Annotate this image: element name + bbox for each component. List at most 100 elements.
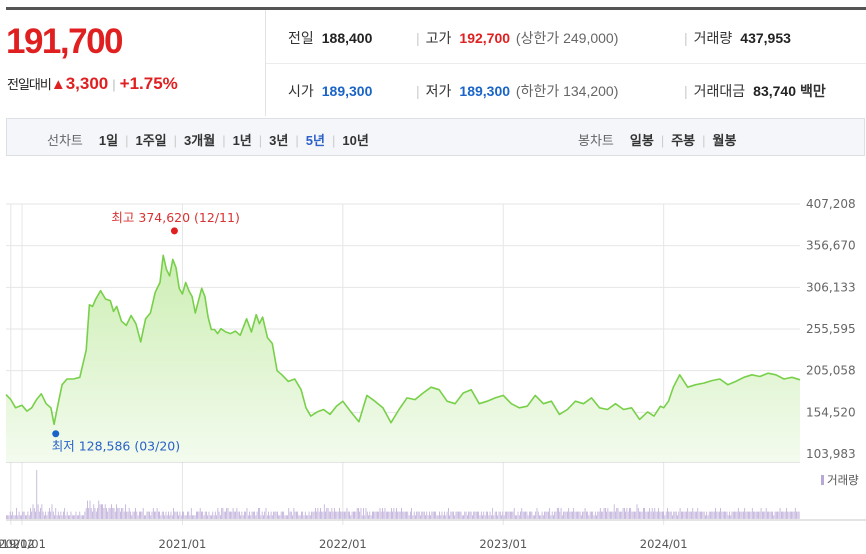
volume-bar: [681, 511, 682, 519]
volume-bar: [107, 511, 109, 519]
volume-bar: [507, 511, 509, 519]
period-tab-1[interactable]: 1주일: [135, 133, 167, 148]
volume-bar: [36, 470, 38, 519]
volume-bar: [592, 511, 594, 519]
volume-bar: [146, 511, 148, 519]
stat-unit: 백만: [800, 83, 826, 99]
volume-bar: [35, 511, 36, 519]
volume-bar: [85, 508, 87, 519]
volume-bar: [178, 515, 179, 519]
volume-bar: [28, 515, 30, 519]
volume-bar: [307, 515, 309, 519]
volume-bar: [271, 515, 273, 519]
period-tab-0[interactable]: 1일: [98, 133, 119, 148]
period-tab-4[interactable]: 3년: [269, 133, 289, 148]
volume-bar: [207, 515, 209, 519]
volume-bar: [599, 508, 601, 519]
price-area: [6, 255, 800, 462]
volume-bar: [283, 511, 285, 519]
volume-bar: [582, 511, 583, 519]
volume-bar: [745, 511, 747, 519]
volume-bar: [80, 515, 82, 519]
volume-bar: [483, 511, 485, 519]
plot-area: [5, 254, 801, 462]
volume-bar: [356, 508, 358, 519]
volume-bar: [597, 511, 599, 519]
volume-bar: [494, 511, 496, 519]
volume-bar: [242, 515, 244, 519]
stat-label: 거래량: [693, 30, 733, 46]
volume-bar: [404, 511, 406, 519]
volume-bar: [450, 511, 452, 519]
volume-bar: [512, 511, 514, 519]
volume-bar: [142, 508, 144, 519]
volume-bar: [293, 508, 295, 519]
volume-bar: [748, 511, 749, 519]
volume-bar: [678, 511, 680, 519]
volume-bar: [40, 508, 41, 519]
volume-bar: [440, 515, 442, 519]
candle-tab-0[interactable]: 일봉: [629, 133, 654, 148]
high-label: 최고 374,620 (12/11): [111, 210, 239, 225]
volume-bar: [710, 511, 711, 519]
volume-bar: [109, 508, 111, 519]
volume-bar: [756, 511, 758, 519]
volume-bar: [263, 515, 264, 519]
candle-tab-2[interactable]: 월봉: [712, 133, 737, 148]
period-tab-3[interactable]: 1년: [232, 133, 252, 148]
volume-bar: [608, 511, 610, 519]
volume-bar: [572, 511, 573, 519]
volume-bar: [458, 511, 459, 519]
volume-bar: [658, 508, 659, 519]
volume-bar: [643, 508, 644, 519]
volume-bar: [736, 511, 738, 519]
volume-bar: [198, 511, 200, 519]
line-chart-periods: 선차트 1일 | 1주일 | 3개월 | 1년 | 3년 | 5년 | 10년: [47, 130, 369, 149]
volume-bar: [674, 511, 676, 519]
volume-bar: [347, 511, 349, 519]
volume-bar: [739, 511, 740, 519]
volume-bar: [461, 515, 463, 519]
volume-bar: [173, 508, 174, 519]
volume-bar: [41, 504, 43, 519]
volume-bar: [606, 511, 607, 519]
volume-bar: [49, 508, 50, 519]
volume-bar: [280, 511, 282, 519]
period-tab-6[interactable]: 10년: [342, 133, 369, 148]
stat-value: 188,400: [321, 30, 373, 46]
volume-bar: [441, 511, 443, 519]
volume-bar: [620, 511, 621, 519]
volume-legend-label: 거래량: [827, 473, 859, 487]
volume-bar: [444, 511, 445, 519]
volume-bar: [78, 515, 79, 519]
volume-bar: [189, 515, 191, 519]
period-tab-5[interactable]: 5년: [305, 133, 325, 148]
volume-bar: [702, 511, 704, 519]
period-tab-2[interactable]: 3개월: [184, 133, 216, 148]
volume-bar: [530, 511, 532, 519]
volume-bar: [430, 515, 431, 519]
volume-bar: [327, 508, 329, 519]
volume-bar: [177, 511, 178, 519]
volume-bar: [489, 511, 491, 519]
volume-bar: [673, 511, 675, 519]
volume-bar: [388, 511, 390, 519]
volume-bar: [136, 511, 138, 519]
volume-bar: [290, 511, 292, 519]
volume-bar: [69, 515, 71, 519]
volume-bar: [492, 508, 494, 519]
volume-bar: [132, 511, 134, 519]
volume-bar: [118, 508, 120, 519]
volume-bar: [330, 511, 331, 519]
stat-label: 거래대금: [693, 83, 746, 99]
chart-toolbar: 선차트 1일 | 1주일 | 3개월 | 1년 | 3년 | 5년 | 10년 봉차트 일봉 | 주봉 | 월봉: [6, 118, 865, 156]
volume-bar: [182, 511, 183, 519]
candle-tab-1[interactable]: 주봉: [671, 133, 696, 148]
volume-bar: [252, 511, 254, 519]
volume-bar: [192, 515, 193, 519]
volume-bar: [89, 500, 91, 519]
volume-bar: [63, 511, 64, 519]
volume-bar: [722, 511, 724, 519]
volume-bar: [706, 511, 708, 519]
volume-bar: [38, 511, 40, 519]
